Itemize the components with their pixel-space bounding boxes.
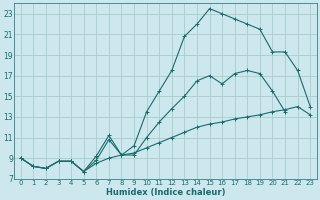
X-axis label: Humidex (Indice chaleur): Humidex (Indice chaleur) (106, 188, 225, 197)
